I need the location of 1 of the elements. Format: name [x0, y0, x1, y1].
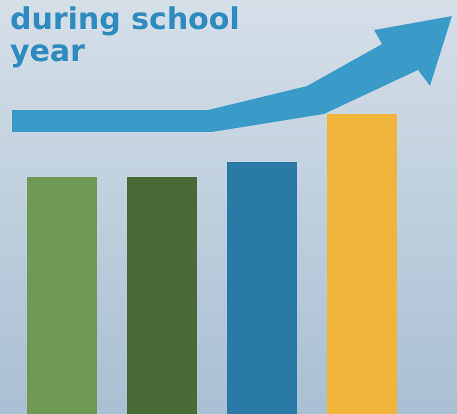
chart-title: during school year: [10, 2, 241, 69]
